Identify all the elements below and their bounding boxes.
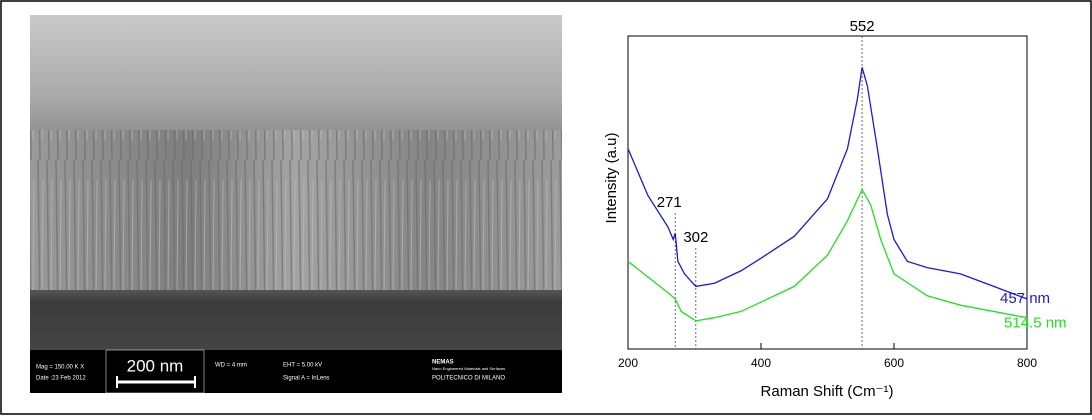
x-tick-label: 800	[1017, 356, 1037, 370]
annotation: 302	[683, 229, 708, 246]
info-text: Nano Engineered Materials and Surfaces	[432, 366, 505, 371]
annotation: 552	[850, 18, 875, 35]
info-text: POLITECNICO DI MILANO	[432, 376, 505, 382]
surface	[30, 15, 562, 135]
y-axis-label: Intensity (a.u)	[603, 133, 620, 224]
info-text: WD = 4 mm	[215, 363, 247, 369]
x-tick-label: 400	[751, 356, 771, 370]
info-text: Signal A = InLens	[283, 376, 330, 382]
substrate	[30, 290, 562, 350]
x-axis-label: Raman Shift (Cm⁻¹)	[761, 383, 894, 400]
annotation: 271	[657, 194, 682, 211]
x-tick-label: 600	[884, 356, 904, 370]
series-line	[628, 189, 1027, 320]
series-line	[628, 67, 1027, 299]
x-tick-label: 200	[618, 356, 638, 370]
info-text: Date :23 Feb 2012	[36, 376, 86, 382]
series-label: 457 nm	[1000, 290, 1050, 307]
info-text: NEMAS	[432, 360, 454, 366]
film-texture	[30, 130, 562, 292]
figure: Mag = 150.00 K X Date :23 Feb 2012 200 n…	[0, 0, 1092, 415]
series-label: 514.5 nm	[1004, 315, 1067, 332]
scale-label: 200 nm	[127, 356, 184, 375]
sem-image: Mag = 150.00 K X Date :23 Feb 2012 200 n…	[30, 15, 562, 393]
info-text: Mag = 150.00 K X	[36, 365, 84, 371]
plot-frame	[628, 36, 1027, 349]
info-text: EHT = 5.00 kV	[283, 363, 322, 369]
